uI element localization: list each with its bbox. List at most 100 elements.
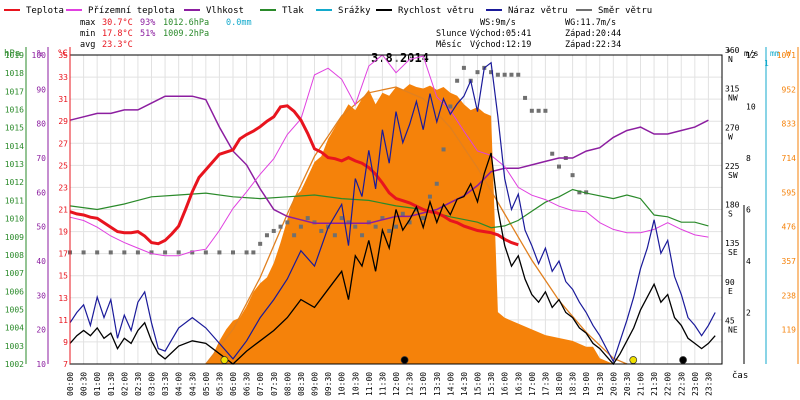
- wind-direction-point: [380, 216, 385, 221]
- stat-label: avg: [80, 40, 95, 50]
- legend-label: Směr větru: [598, 6, 652, 16]
- x-tick-label: 02:00: [120, 372, 129, 396]
- moonrise-time: Východ:12:19: [470, 40, 531, 50]
- wind-direction-point: [190, 250, 195, 255]
- wind-direction-point: [163, 250, 168, 255]
- x-tick-label: 12:00: [392, 372, 401, 396]
- pressure-tick-label: 1013: [5, 160, 24, 169]
- wind-direction-point: [122, 250, 127, 255]
- x-tick-label: 18:30: [569, 372, 578, 396]
- temperature-tick-label: 21: [58, 206, 68, 215]
- x-tick-label: 22:00: [664, 372, 673, 396]
- temperature-axis-unit: °C: [57, 49, 68, 59]
- wind-direction-point: [584, 190, 589, 195]
- wind-direction-point: [536, 108, 541, 113]
- x-tick-label: 23:00: [691, 372, 700, 396]
- wind-direction-point: [135, 250, 140, 255]
- direction-tick-compass: N: [728, 55, 733, 64]
- wind-direction-point: [394, 224, 398, 229]
- sunset-time: Západ:20:44: [565, 29, 621, 39]
- legend-label: Náraz větru: [508, 6, 568, 16]
- stat-min-temp: 17.8°C: [102, 29, 133, 39]
- wind-direction-point: [312, 220, 317, 225]
- sunrise-marker: [220, 356, 229, 364]
- direction-tick-label: 180: [725, 201, 740, 210]
- temperature-tick-label: 19: [58, 228, 68, 237]
- wind-gust-max: WG:11.7m/s: [565, 18, 616, 28]
- x-tick-label: 08:30: [297, 372, 306, 396]
- speed-tick-label: 8: [746, 154, 751, 163]
- radiation-tick-label: 595: [782, 188, 797, 197]
- direction-tick-label: 135: [725, 239, 740, 248]
- x-tick-label: 14:00: [446, 372, 455, 396]
- humidity-tick-label: 80: [36, 120, 46, 129]
- wind-speed-line: [69, 152, 716, 366]
- x-tick-label: 09:30: [324, 372, 333, 396]
- x-tick-label: 07:00: [256, 372, 265, 396]
- wind-direction-point: [455, 78, 460, 83]
- x-tick-label: 10:00: [338, 372, 347, 396]
- x-tick-label: 23:30: [704, 372, 713, 396]
- sunset-marker: [629, 356, 638, 364]
- wind-direction-point: [244, 250, 249, 255]
- legend: Teplota Přízemní teplota Vlhkost Tlak Srážky…: [4, 6, 652, 16]
- plot-layers: [68, 54, 716, 366]
- moonrise-marker: [400, 356, 409, 364]
- radiation-tick-label: 119: [782, 326, 797, 335]
- wind-direction-point: [81, 250, 86, 255]
- direction-tick-label: 225: [725, 162, 740, 171]
- wind-direction-point: [523, 95, 528, 100]
- speed-tick-label: 2: [746, 309, 751, 318]
- speed-tick-label: 4: [746, 257, 751, 266]
- x-tick-label: 21:00: [637, 372, 646, 396]
- theoretical-radiation-line: [205, 86, 628, 365]
- wind-direction-point: [176, 250, 181, 255]
- temperature-tick-label: 35: [58, 51, 68, 60]
- stat-max-rain: 0.0mm: [226, 18, 252, 28]
- sunrise-time: Východ:05:41: [470, 29, 531, 39]
- wind-direction-point: [577, 190, 582, 195]
- humidity-axis-unit: %: [37, 49, 43, 59]
- x-tick-label: 02:30: [134, 372, 143, 396]
- x-tick-label: 09:00: [311, 372, 320, 396]
- axes: hPa% °C1019101810171016101510141013101210…: [4, 46, 799, 396]
- pressure-tick-label: 1005: [5, 305, 24, 314]
- direction-tick-compass: E: [728, 287, 733, 296]
- wind-direction-point: [305, 216, 310, 221]
- x-tick-label: 16:00: [501, 372, 510, 396]
- wind-direction-point: [529, 108, 534, 113]
- wind-direction-point: [339, 216, 344, 221]
- direction-tick-label: 315: [725, 85, 740, 94]
- wind-direction-point: [509, 72, 514, 77]
- pressure-tick-label: 1007: [5, 269, 24, 278]
- wind-direction-point: [217, 250, 222, 255]
- legend-label: Srážky: [338, 6, 371, 16]
- legend-label: Teplota: [26, 6, 64, 16]
- pressure-tick-label: 1014: [5, 142, 24, 151]
- wind-direction-point: [550, 151, 555, 156]
- stats-panel: max 30.7°C 93% 1012.6hPa 0.0mm min 17.8°C 51% 10…: [80, 18, 621, 50]
- x-tick-label: 11:00: [365, 372, 374, 396]
- rain-axis-unit: mm: [770, 49, 780, 58]
- humidity-tick-label: 10: [36, 360, 46, 369]
- x-tick-label: 12:30: [406, 372, 415, 396]
- x-tick-label: 19:30: [596, 372, 605, 396]
- speed-tick-label: 10: [746, 103, 756, 112]
- direction-tick-compass: W: [728, 132, 733, 141]
- speed-axis-unit: m/s: [744, 49, 759, 58]
- radiation-tick-label: 357: [782, 257, 797, 266]
- temperature-tick-label: 13: [58, 294, 68, 303]
- temperature-tick-label: 29: [58, 117, 68, 126]
- direction-tick-compass: SE: [728, 248, 738, 257]
- humidity-tick-label: 20: [36, 326, 46, 335]
- wind-direction-point: [543, 108, 548, 113]
- speed-tick-label: 6: [746, 206, 751, 215]
- x-tick-label: 22:30: [677, 372, 686, 396]
- x-tick-label: 17:00: [528, 372, 537, 396]
- moon-label: Měsíc: [436, 40, 462, 50]
- x-tick-label: 08:00: [283, 372, 292, 396]
- wind-direction-point: [360, 233, 365, 238]
- ground-temperature-line: [69, 54, 709, 257]
- temperature-tick-label: 31: [58, 95, 68, 104]
- temperature-line: [69, 104, 519, 247]
